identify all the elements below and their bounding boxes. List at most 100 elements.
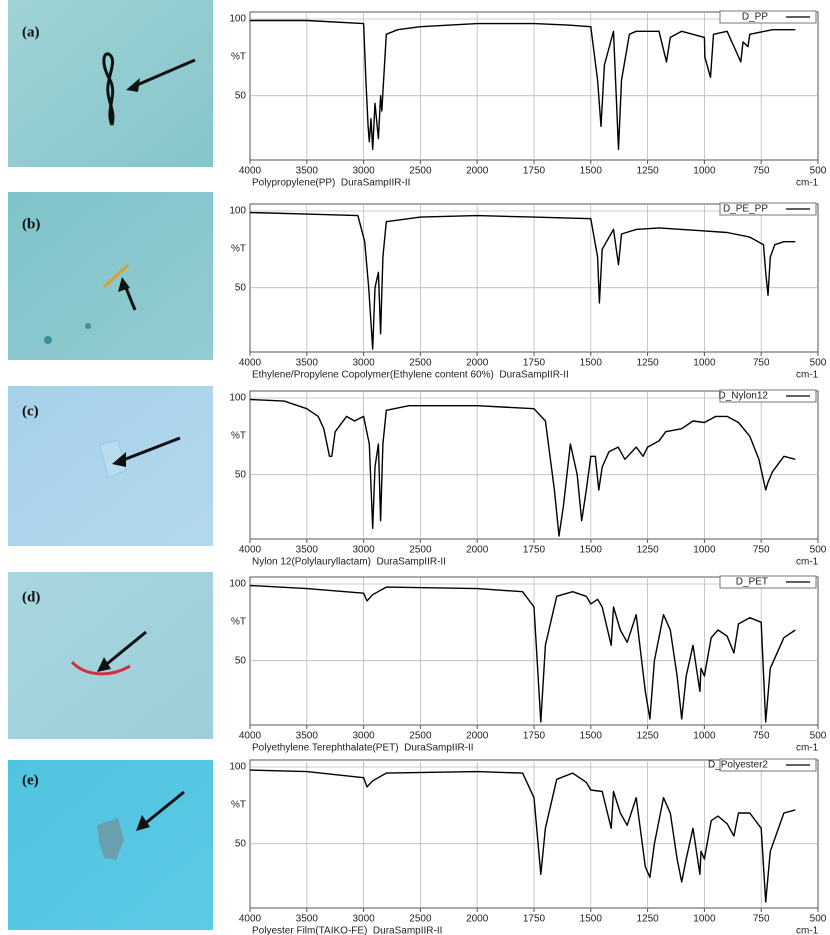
legend-box <box>719 758 817 772</box>
x-tick-label: 1000 <box>693 358 716 369</box>
x-tick-label: 1750 <box>523 166 546 177</box>
x-tick-label: 1500 <box>580 358 603 369</box>
legend-label: D_Nylon12 <box>719 391 769 402</box>
y-tick-label: 50 <box>235 90 247 101</box>
y-tick-label: 100 <box>229 393 246 404</box>
x-tick-label: 2500 <box>409 545 432 556</box>
legend-label: D_PE_PP <box>723 204 768 215</box>
x-tick-label: 500 <box>810 358 827 369</box>
chart-panel: (b) 4000 3500 3000 2500 2000 1750 1500 1250 1000 7… <box>22 202 827 381</box>
caption: Polypropylene(PP) DuraSampIIR-II <box>252 178 410 189</box>
x-tick-label: 2500 <box>409 731 432 742</box>
x-tick-label: 500 <box>810 545 827 556</box>
x-tick-label: 1500 <box>580 545 603 556</box>
chart-panel: (a) 4000 3500 3000 2500 2000 1750 1500 1250 1000 7… <box>22 10 827 189</box>
spectrum-line <box>249 584 796 723</box>
x-axis-label: cm-1 <box>796 370 819 381</box>
x-tick-label: 3000 <box>352 358 375 369</box>
x-tick-label: 3500 <box>296 166 319 177</box>
y-axis-label: %T <box>231 617 246 628</box>
x-tick-label: 4000 <box>239 731 262 742</box>
x-tick-label: 2000 <box>466 545 489 556</box>
x-tick-label: 750 <box>753 545 770 556</box>
y-tick-label: 50 <box>235 655 247 666</box>
y-tick-label: 100 <box>229 579 246 590</box>
y-tick-label: 50 <box>235 469 247 480</box>
x-tick-label: 1250 <box>636 914 659 925</box>
x-tick-label: 750 <box>753 166 770 177</box>
spectrum-line <box>249 769 796 903</box>
x-tick-label: 1500 <box>580 914 603 925</box>
x-tick-label: 3500 <box>296 731 319 742</box>
x-tick-label: 750 <box>753 731 770 742</box>
x-tick-label: 1750 <box>523 358 546 369</box>
x-tick-label: 3000 <box>352 731 375 742</box>
x-tick-label: 3500 <box>296 358 319 369</box>
x-tick-label: 2000 <box>466 914 489 925</box>
y-axis-label: %T <box>231 800 246 811</box>
x-tick-label: 4000 <box>239 358 262 369</box>
x-tick-label: 1250 <box>636 545 659 556</box>
photo-e <box>8 760 213 930</box>
x-tick-label: 2500 <box>409 358 432 369</box>
x-tick-label: 4000 <box>239 914 262 925</box>
x-tick-label: 500 <box>810 166 827 177</box>
y-tick-label: 50 <box>235 838 247 849</box>
legend-box <box>719 10 817 24</box>
x-tick-label: 3500 <box>296 545 319 556</box>
x-tick-label: 2000 <box>466 166 489 177</box>
x-tick-label: 3000 <box>352 545 375 556</box>
x-tick-label: 1000 <box>693 914 716 925</box>
y-tick-label: 100 <box>229 14 246 25</box>
x-tick-label: 1500 <box>580 731 603 742</box>
legend-label: D_PET <box>736 577 768 588</box>
y-axis-label: %T <box>231 244 246 255</box>
spectrum-line <box>249 211 796 350</box>
x-tick-label: 1750 <box>523 731 546 742</box>
spectrum-line <box>249 398 796 537</box>
x-tick-label: 750 <box>753 358 770 369</box>
x-tick-label: 500 <box>810 914 827 925</box>
x-tick-label: 500 <box>810 731 827 742</box>
y-tick-label: 50 <box>235 282 247 293</box>
x-tick-label: 1250 <box>636 358 659 369</box>
x-tick-label: 2000 <box>466 358 489 369</box>
x-axis-label: cm-1 <box>796 926 819 935</box>
x-tick-label: 3000 <box>352 166 375 177</box>
chart-panel: (c) 4000 3500 3000 2500 2000 1750 1500 1250 1000 7… <box>22 389 827 568</box>
x-tick-label: 3000 <box>352 914 375 925</box>
x-tick-label: 750 <box>753 914 770 925</box>
photo-b <box>8 192 213 360</box>
x-axis-label: cm-1 <box>796 178 819 189</box>
legend-box <box>719 389 817 403</box>
x-tick-label: 2000 <box>466 731 489 742</box>
y-tick-label: 100 <box>229 206 246 217</box>
chart-panel: (e) 4000 3500 3000 2500 2000 1750 1500 1250 1000 7… <box>22 758 827 935</box>
spectrum-line <box>250 19 796 150</box>
photo-c <box>8 386 213 546</box>
panel-label: (b) <box>22 216 40 232</box>
caption: Polyethylene Terephthalate(PET) DuraSamp… <box>252 743 474 754</box>
caption: Nylon 12(Polylauryllactam) DuraSampIIR-I… <box>252 557 446 568</box>
x-tick-label: 1000 <box>693 731 716 742</box>
y-tick-label: 100 <box>229 762 246 773</box>
caption: Ethylene/Propylene Copolymer(Ethylene co… <box>252 370 569 381</box>
x-tick-label: 2500 <box>409 914 432 925</box>
x-tick-label: 1250 <box>636 731 659 742</box>
x-tick-label: 1250 <box>636 166 659 177</box>
photo-d <box>8 572 213 739</box>
x-tick-label: 4000 <box>239 166 262 177</box>
x-tick-label: 1000 <box>693 545 716 556</box>
legend-label: D_PP <box>742 12 768 23</box>
x-tick-label: 1000 <box>693 166 716 177</box>
x-tick-label: 1750 <box>523 545 546 556</box>
x-tick-label: 1750 <box>523 914 546 925</box>
chart-panel: (d) 4000 3500 3000 2500 2000 1750 1500 1250 1000 7… <box>22 575 827 754</box>
panel-label: (d) <box>22 589 40 605</box>
photo-a <box>8 0 213 167</box>
legend-label: D_Polyester2 <box>708 760 768 771</box>
y-axis-label: %T <box>231 52 246 63</box>
x-axis-label: cm-1 <box>796 743 819 754</box>
panel-label: (c) <box>22 403 39 419</box>
